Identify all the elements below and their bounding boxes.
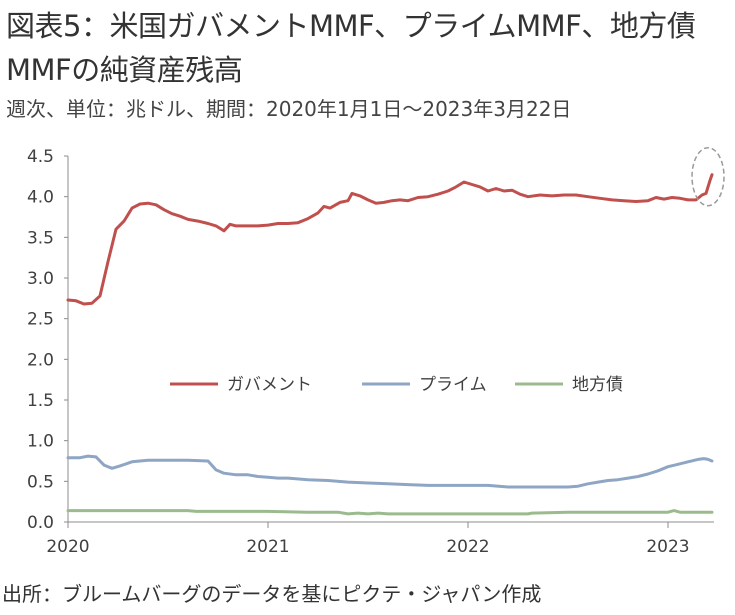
y-tick-label: 2.0 <box>27 350 54 370</box>
chart-title: 図表5：米国ガバメントMMF、プライムMMF、地方債 MMFの純資産残高 <box>6 4 731 92</box>
legend-label-2: プライム <box>419 375 487 395</box>
chart-title-line2: MMFの純資産残高 <box>6 53 243 87</box>
series-line-1 <box>66 173 714 306</box>
chart-title-line1: 図表5：米国ガバメントMMF、プライムMMF、地方債 <box>6 9 696 43</box>
y-tick-label: 1.0 <box>27 432 54 452</box>
y-tick-label: 1.5 <box>27 391 54 411</box>
source-note: 出所：ブルームバーグのデータを基にピクテ・ジャパン作成 <box>2 582 542 606</box>
x-tick-label: 2022 <box>446 537 489 557</box>
x-tick-label: 2023 <box>646 537 689 557</box>
y-tick-label: 4.5 <box>27 147 54 167</box>
legend-label-1: ガバメント <box>227 375 312 395</box>
y-tick-label: 3.0 <box>27 269 54 289</box>
y-tick-label: 3.5 <box>27 228 54 248</box>
series-line-3 <box>66 509 714 516</box>
chart-subtitle: 週次、単位：兆ドル、期間：2020年1月1日～2023年3月22日 <box>6 97 572 121</box>
y-tick-label: 0.5 <box>27 472 54 492</box>
y-tick-label: 0.0 <box>27 513 54 533</box>
x-tick-label: 2021 <box>246 537 289 557</box>
x-tick-label: 2020 <box>46 537 89 557</box>
highlight-ellipse <box>691 146 725 207</box>
y-tick-label: 2.5 <box>27 310 54 330</box>
legend-label-3: 地方債 <box>572 375 623 395</box>
series-line-2 <box>66 454 714 489</box>
y-tick-label: 4.0 <box>27 188 54 208</box>
